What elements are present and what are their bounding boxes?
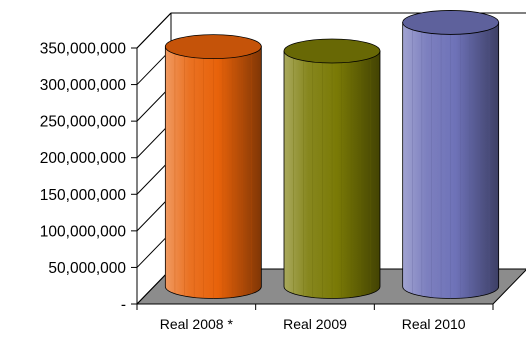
x-category-label: Real 2010 xyxy=(402,316,466,332)
y-tick-label: 100,000,000 xyxy=(40,223,127,240)
y-tick-label: 50,000,000 xyxy=(48,260,126,277)
y-tick-label: 150,000,000 xyxy=(40,187,127,204)
bar-2 xyxy=(402,10,500,299)
y-axis-ticks: - 50,000,000 100,000,000 150,000,000 200,000… xyxy=(40,12,494,314)
y-tick-label: 300,000,000 xyxy=(40,77,127,94)
x-category-label: Real 2008 * xyxy=(160,316,234,332)
x-category-label: Real 2009 xyxy=(283,316,347,332)
bar-top xyxy=(402,10,500,35)
y-tick-label: 200,000,000 xyxy=(40,150,127,167)
y-gridline-side xyxy=(136,12,172,49)
bars xyxy=(164,10,500,299)
y-tick-label: 250,000,000 xyxy=(40,114,127,131)
y-tick-label: - xyxy=(121,297,126,314)
bar-0 xyxy=(164,34,262,299)
bar-top xyxy=(164,34,262,59)
y-tick-label: 350,000,000 xyxy=(40,41,127,58)
category-labels: Real 2008 * Real 2009 Real 2010 xyxy=(160,316,466,332)
bar-top xyxy=(283,38,381,64)
bar-1 xyxy=(283,38,381,299)
